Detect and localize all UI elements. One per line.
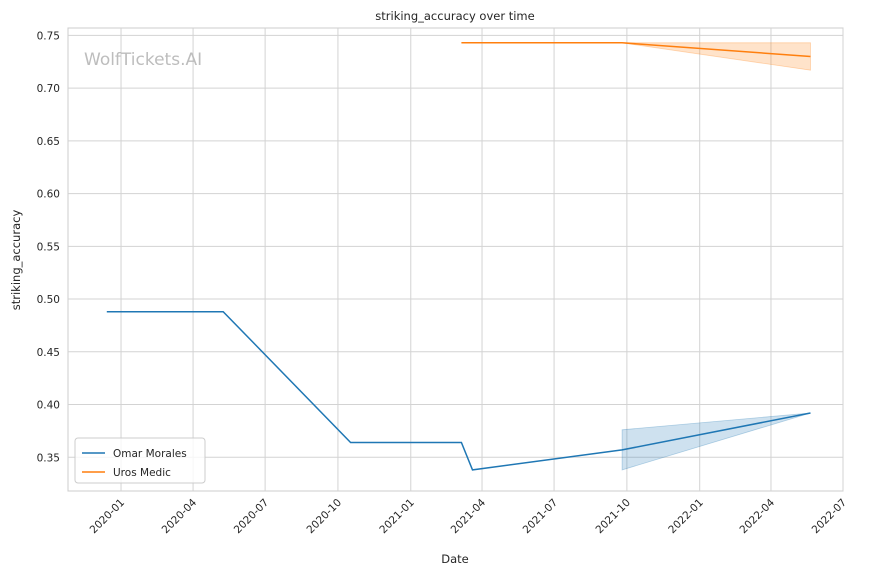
y-axis-label: striking_accuracy [9,210,23,311]
x-tick-label: 2021-01 [377,497,417,537]
x-tick-label: 2020-07 [232,497,272,537]
legend: Omar Morales Uros Medic [74,437,206,484]
y-tick-label: 0.75 [37,30,60,42]
x-tick-label: 2020-04 [160,496,200,536]
legend-label-omar-morales: Omar Morales [113,448,187,460]
y-tick-label: 0.55 [37,241,60,253]
legend-label-uros-medic: Uros Medic [113,467,171,479]
legend-box [74,437,206,484]
x-axis-label: Date [441,552,469,566]
y-tick-label: 0.35 [37,452,60,464]
y-tick-labels: 0.35 0.40 0.45 0.50 0.55 0.60 0.65 0.70 0.75 [37,30,60,464]
x-tick-label: 2021-04 [449,496,489,536]
x-grid [120,28,844,491]
y-tick-label: 0.60 [37,189,60,201]
series-lines [106,42,811,471]
y-tick-label: 0.50 [37,294,60,306]
watermark: WolfTickets.AI [84,50,202,70]
x-tick-labels: 2020-01 2020-04 2020-07 2020-10 2021-01 2021-… [88,496,849,536]
line-uros-medic [461,42,811,58]
chart-title: striking_accuracy over time [375,9,534,23]
y-tick-label: 0.65 [37,136,60,148]
x-tick-label: 2020-10 [305,497,345,537]
x-tick-label: 2021-10 [593,497,633,537]
y-tick-label: 0.70 [37,83,60,95]
x-tick-label: 2022-04 [738,496,778,536]
x-tick-label: 2021-07 [521,497,561,537]
line-omar-morales [106,310,811,471]
x-tick-label: 2022-07 [810,497,850,537]
x-tick-label: 2022-01 [666,497,706,537]
y-tick-label: 0.40 [37,400,60,412]
plot-area [67,27,844,492]
x-tick-label: 2020-01 [88,497,128,537]
y-tick-label: 0.45 [37,347,60,359]
